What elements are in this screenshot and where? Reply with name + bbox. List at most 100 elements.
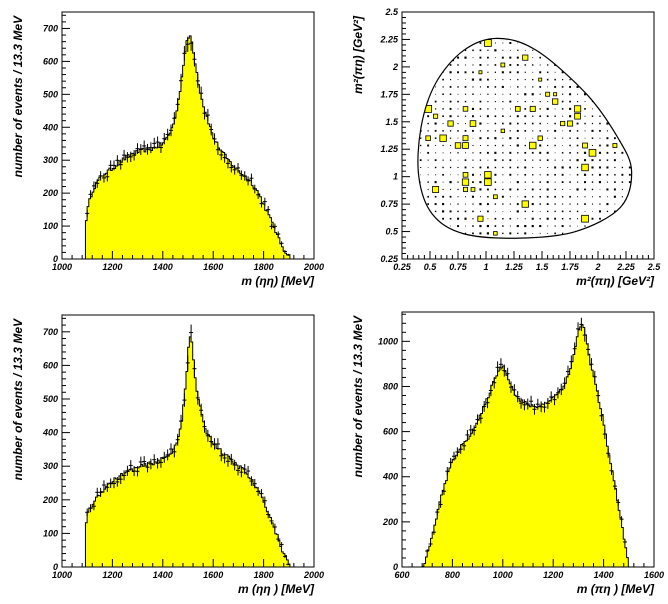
dalitz-box: [516, 188, 519, 191]
dalitz-box: [613, 34, 616, 37]
dalitz-box: [584, 57, 586, 59]
dalitz-box: [517, 42, 519, 44]
dalitz-box: [554, 173, 556, 176]
dalitz-box: [462, 142, 469, 149]
dalitz-box: [494, 86, 497, 88]
dalitz-box: [412, 247, 414, 249]
dalitz-box: [524, 159, 527, 161]
dalitz-box: [405, 144, 407, 146]
dalitz-box: [524, 42, 527, 44]
dalitz-box: [606, 240, 608, 242]
dalitz-box: [599, 79, 601, 81]
dalitz-box: [427, 167, 429, 168]
x-tick-label: 1400: [153, 570, 173, 580]
dalitz-box: [652, 50, 653, 51]
dalitz-box: [487, 78, 489, 81]
dalitz-box: [532, 35, 534, 37]
dalitz-box: [577, 28, 578, 29]
dalitz-box: [449, 71, 452, 74]
dalitz-box: [652, 94, 653, 95]
dalitz-box: [606, 27, 608, 29]
dalitz-box: [613, 195, 616, 198]
dalitz-box: [574, 112, 581, 120]
dalitz-box: [644, 225, 645, 226]
dalitz-box: [576, 166, 579, 169]
dalitz-box: [546, 78, 549, 81]
dalitz-box: [539, 211, 541, 212]
dalitz-box: [487, 28, 489, 30]
dalitz-box: [434, 64, 437, 66]
dalitz-box: [576, 152, 579, 154]
dalitz-box: [636, 137, 638, 139]
dalitz-box: [509, 41, 512, 45]
dalitz-box: [434, 100, 437, 103]
dalitz-box: [457, 137, 459, 139]
dalitz-box: [539, 174, 541, 176]
dalitz-box: [607, 247, 609, 249]
dalitz-box: [644, 49, 646, 51]
dalitz-box: [502, 49, 504, 51]
dalitz-box: [599, 100, 601, 103]
dalitz-box: [546, 159, 549, 162]
dalitz-box: [487, 247, 489, 249]
dalitz-box: [472, 255, 473, 256]
dalitz-box: [464, 42, 467, 44]
dalitz-box: [524, 166, 527, 169]
dalitz-box: [588, 149, 597, 157]
dalitz-box: [494, 35, 496, 37]
dalitz-box: [606, 93, 609, 95]
dalitz-box: [427, 181, 429, 183]
dalitz-box: [509, 166, 512, 169]
dalitz-box: [410, 230, 416, 236]
dalitz-box: [435, 152, 437, 154]
dalitz-box: [629, 71, 631, 73]
dalitz-box: [596, 61, 604, 69]
dalitz-box: [479, 174, 481, 176]
dalitz-box: [531, 93, 534, 96]
dalitz-box: [472, 64, 474, 66]
dalitz-box: [412, 225, 414, 227]
dalitz-box: [524, 130, 527, 132]
dalitz-box: [614, 181, 616, 183]
y-tick-label: 700: [43, 23, 58, 33]
dalitz-box: [420, 166, 422, 169]
dalitz-box: [584, 42, 586, 44]
dalitz-box: [644, 13, 645, 14]
dalitz-box: [502, 108, 504, 110]
dalitz-box: [644, 188, 646, 190]
dalitz-box: [615, 248, 616, 249]
dalitz-box: [442, 166, 444, 169]
dalitz-box: [576, 210, 579, 213]
dalitz-box: [591, 122, 594, 125]
y-tick-label: 1.25: [380, 144, 399, 154]
dalitz-box: [644, 57, 646, 59]
dalitz-box: [591, 42, 594, 44]
dalitz-box: [457, 108, 459, 110]
dalitz-box: [524, 218, 526, 220]
dalitz-box: [554, 49, 556, 51]
dalitz-box: [450, 28, 452, 30]
dalitz-box: [644, 203, 645, 204]
dalitz-box: [606, 86, 609, 88]
dalitz-box: [465, 225, 466, 227]
dalitz-box: [509, 100, 512, 103]
dalitz-box: [637, 108, 638, 109]
dalitz-box: [479, 35, 481, 37]
dalitz-box: [583, 173, 587, 176]
dalitz-box: [472, 225, 474, 227]
dalitz-box: [413, 42, 414, 43]
x-tick-label: 2000: [303, 262, 324, 272]
dalitz-box: [584, 86, 586, 88]
dalitz-box: [509, 159, 512, 162]
dalitz-box: [637, 160, 638, 161]
dalitz-box: [472, 181, 474, 183]
dalitz-box: [524, 49, 526, 51]
dalitz-box: [598, 232, 601, 235]
dalitz-box: [450, 152, 452, 154]
dalitz-box: [517, 152, 519, 154]
dalitz-box: [462, 186, 469, 192]
dalitz-box: [494, 71, 497, 73]
dalitz-box: [442, 93, 444, 96]
dalitz-box: [405, 255, 407, 257]
dalitz-box: [420, 49, 422, 51]
